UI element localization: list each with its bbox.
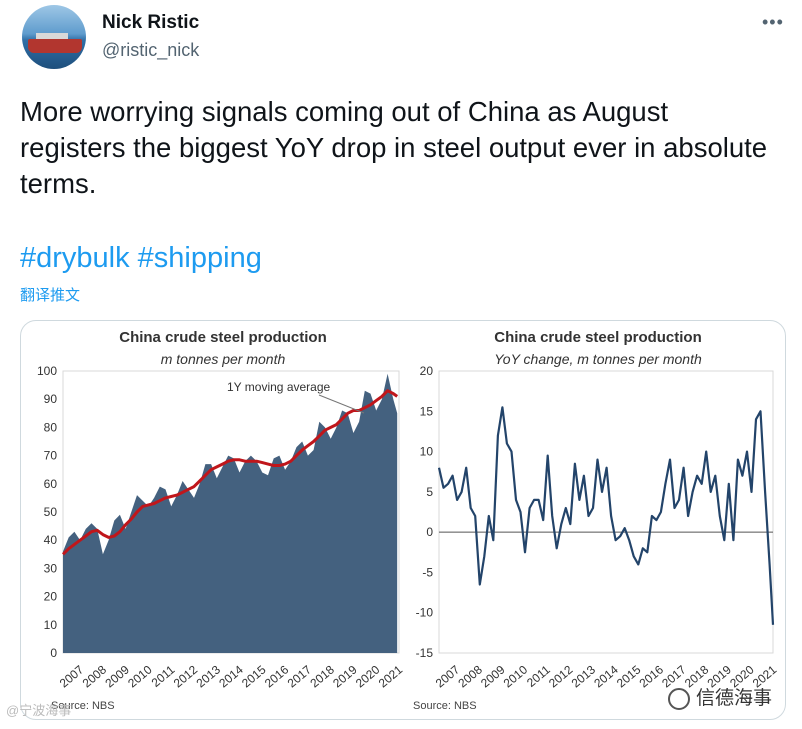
watermark-left: @宁波海事: [6, 703, 72, 718]
annotation-arrow: [318, 394, 365, 414]
y-tick-label: 60: [44, 477, 58, 491]
chart-left-annotation: 1Y moving average: [227, 380, 331, 394]
y-tick-label: 20: [420, 364, 434, 378]
x-tick-label: 2021: [376, 662, 406, 690]
chart-left: China crude steel production m tonnes pe…: [37, 329, 406, 712]
watermark-right: 信德海事: [668, 683, 772, 710]
chart-left-source: Source: NBS: [51, 700, 115, 712]
y-tick-label: 0: [426, 525, 433, 539]
y-tick-label: 15: [420, 404, 434, 418]
ship-hull-icon: [28, 39, 82, 53]
x-tick-label: 2011: [149, 662, 178, 690]
user-name[interactable]: Nick Ristic: [102, 12, 200, 33]
yoy-line: [437, 406, 775, 625]
ship-icon: [36, 33, 68, 41]
y-tick-label: 5: [426, 485, 433, 499]
hashtags[interactable]: #drybulk #shipping: [20, 242, 262, 274]
y-tick-label: 0: [50, 646, 57, 660]
moving-average-line: [61, 389, 399, 556]
x-tick-label: 2011: [524, 662, 553, 690]
plot-frame: [438, 370, 774, 654]
chart-right-title: China crude steel production: [494, 329, 702, 346]
y-tick-label: 90: [44, 392, 58, 406]
area-series: [63, 373, 398, 653]
chart-left-title: China crude steel production: [119, 329, 327, 346]
y-tick-label: 30: [44, 561, 58, 575]
user-handle[interactable]: @ristic_nick: [102, 40, 200, 60]
media-card[interactable]: China crude steel production m tonnes pe…: [20, 320, 786, 720]
y-tick-label: 100: [37, 364, 57, 378]
chart-left-plot: 0102030405060708090100200720082009201020…: [37, 364, 406, 690]
y-tick-label: 10: [420, 445, 434, 459]
translate-link[interactable]: 翻译推文: [20, 287, 81, 304]
avatar[interactable]: [22, 5, 86, 69]
more-dots-icon[interactable]: •••: [762, 12, 784, 32]
y-tick-label: 20: [44, 590, 58, 604]
y-tick-label: 70: [44, 449, 58, 463]
chart-right-source: Source: NBS: [413, 700, 477, 712]
tweet-text: More worrying signals coming out of Chin…: [20, 96, 768, 199]
chart-image: China crude steel production m tonnes pe…: [37, 329, 780, 712]
y-tick-label: 80: [44, 420, 58, 434]
chart-right-subtitle: YoY change, m tonnes per month: [494, 351, 702, 367]
wechat-icon: [668, 687, 690, 710]
chart-right: China crude steel production YoY change,…: [413, 329, 780, 712]
y-tick-label: -10: [416, 606, 434, 620]
y-tick-label: -5: [422, 565, 433, 579]
y-tick-label: 10: [44, 618, 58, 632]
chart-left-subtitle: m tonnes per month: [161, 351, 286, 367]
chart-right-plot: -15-10-505101520200720082009201020112012…: [416, 364, 780, 690]
y-tick-label: 40: [44, 533, 58, 547]
watermark-right-label: 信德海事: [696, 688, 773, 709]
y-tick-label: -15: [416, 646, 434, 660]
y-tick-label: 50: [44, 505, 58, 519]
